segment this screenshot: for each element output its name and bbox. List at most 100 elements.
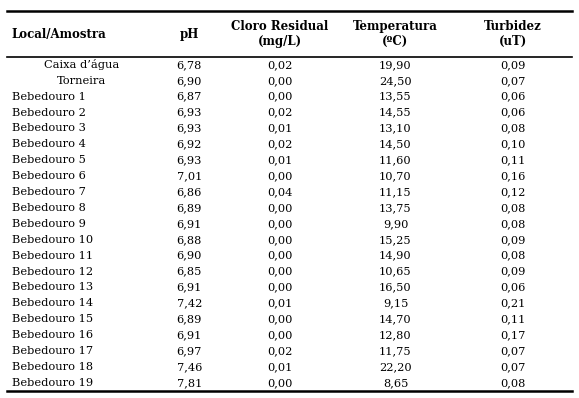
Text: Bebedouro 7: Bebedouro 7 [12,187,86,197]
Text: 0,21: 0,21 [500,298,525,308]
Text: 0,02: 0,02 [267,346,292,356]
Text: 0,00: 0,00 [267,330,292,340]
Text: 0,02: 0,02 [267,139,292,149]
Text: 6,91: 6,91 [177,219,202,229]
Text: 11,75: 11,75 [379,346,412,356]
Text: Bebedouro 3: Bebedouro 3 [12,123,86,133]
Text: 0,02: 0,02 [267,107,292,117]
Text: Bebedouro 15: Bebedouro 15 [12,314,93,324]
Text: 10,65: 10,65 [379,267,412,277]
Text: 6,93: 6,93 [177,123,202,133]
Text: Local/Amostra: Local/Amostra [12,27,107,41]
Text: 6,86: 6,86 [177,187,202,197]
Text: 10,70: 10,70 [379,171,412,181]
Text: Bebedouro 1: Bebedouro 1 [12,92,86,101]
Text: Bebedouro 4: Bebedouro 4 [12,139,86,149]
Text: Bebedouro 5: Bebedouro 5 [12,155,86,165]
Text: 0,06: 0,06 [500,92,525,101]
Text: 14,55: 14,55 [379,107,412,117]
Text: 13,10: 13,10 [379,123,412,133]
Text: 8,65: 8,65 [383,378,408,388]
Text: 6,89: 6,89 [177,314,202,324]
Text: 22,20: 22,20 [379,362,412,372]
Text: 14,90: 14,90 [379,251,412,261]
Text: Bebedouro 11: Bebedouro 11 [12,251,93,261]
Text: 6,90: 6,90 [177,76,202,86]
Text: 0,00: 0,00 [267,283,292,293]
Text: 0,00: 0,00 [267,92,292,101]
Text: 14,70: 14,70 [379,314,412,324]
Text: 6,93: 6,93 [177,107,202,117]
Text: 0,08: 0,08 [500,378,525,388]
Text: 9,90: 9,90 [383,219,408,229]
Text: 0,01: 0,01 [267,298,292,308]
Text: 0,00: 0,00 [267,203,292,213]
Text: 0,01: 0,01 [267,362,292,372]
Text: Caixa d’água: Caixa d’água [44,59,119,70]
Text: Bebedouro 16: Bebedouro 16 [12,330,93,340]
Text: 0,00: 0,00 [267,378,292,388]
Text: 7,81: 7,81 [177,378,202,388]
Text: 6,78: 6,78 [177,60,202,70]
Text: Bebedouro 10: Bebedouro 10 [12,235,93,245]
Text: 6,91: 6,91 [177,330,202,340]
Text: Bebedouro 8: Bebedouro 8 [12,203,86,213]
Text: Bebedouro 19: Bebedouro 19 [12,378,93,388]
Text: 6,88: 6,88 [177,235,202,245]
Text: 0,00: 0,00 [267,235,292,245]
Text: Bebedouro 17: Bebedouro 17 [12,346,93,356]
Text: 24,50: 24,50 [379,76,412,86]
Text: Bebedouro 12: Bebedouro 12 [12,267,93,277]
Text: pH: pH [179,27,199,41]
Text: 0,00: 0,00 [267,219,292,229]
Text: 0,17: 0,17 [500,330,525,340]
Text: 0,00: 0,00 [267,251,292,261]
Text: Bebedouro 18: Bebedouro 18 [12,362,93,372]
Text: Bebedouro 9: Bebedouro 9 [12,219,86,229]
Text: 0,01: 0,01 [267,123,292,133]
Text: 19,90: 19,90 [379,60,412,70]
Text: 6,87: 6,87 [177,92,202,101]
Text: 13,75: 13,75 [379,203,412,213]
Text: 0,08: 0,08 [500,203,525,213]
Text: 7,46: 7,46 [177,362,202,372]
Text: 0,06: 0,06 [500,283,525,293]
Text: Temperatura
(ºC): Temperatura (ºC) [353,20,438,48]
Text: Bebedouro 13: Bebedouro 13 [12,283,93,293]
Text: 6,97: 6,97 [177,346,202,356]
Text: 15,25: 15,25 [379,235,412,245]
Text: 0,01: 0,01 [267,155,292,165]
Text: 0,08: 0,08 [500,219,525,229]
Text: 7,42: 7,42 [177,298,202,308]
Text: 0,06: 0,06 [500,107,525,117]
Text: 6,92: 6,92 [177,139,202,149]
Text: Bebedouro 14: Bebedouro 14 [12,298,93,308]
Text: 6,89: 6,89 [177,203,202,213]
Text: 0,07: 0,07 [500,346,525,356]
Text: Cloro Residual
(mg/L): Cloro Residual (mg/L) [231,20,328,48]
Text: 0,02: 0,02 [267,60,292,70]
Text: 0,12: 0,12 [500,187,525,197]
Text: 6,93: 6,93 [177,155,202,165]
Text: 14,50: 14,50 [379,139,412,149]
Text: Bebedouro 6: Bebedouro 6 [12,171,86,181]
Text: 0,10: 0,10 [500,139,525,149]
Text: 0,16: 0,16 [500,171,525,181]
Text: 6,85: 6,85 [177,267,202,277]
Text: 16,50: 16,50 [379,283,412,293]
Text: Turbidez
(uT): Turbidez (uT) [484,20,541,48]
Text: 0,07: 0,07 [500,362,525,372]
Text: 0,00: 0,00 [267,76,292,86]
Text: 13,55: 13,55 [379,92,412,101]
Text: 9,15: 9,15 [383,298,408,308]
Text: 0,00: 0,00 [267,171,292,181]
Text: 6,90: 6,90 [177,251,202,261]
Text: 0,09: 0,09 [500,267,525,277]
Text: Torneira: Torneira [57,76,107,86]
Text: 6,91: 6,91 [177,283,202,293]
Text: 12,80: 12,80 [379,330,412,340]
Text: 11,60: 11,60 [379,155,412,165]
Text: 0,00: 0,00 [267,314,292,324]
Text: 0,09: 0,09 [500,235,525,245]
Text: Bebedouro 2: Bebedouro 2 [12,107,86,117]
